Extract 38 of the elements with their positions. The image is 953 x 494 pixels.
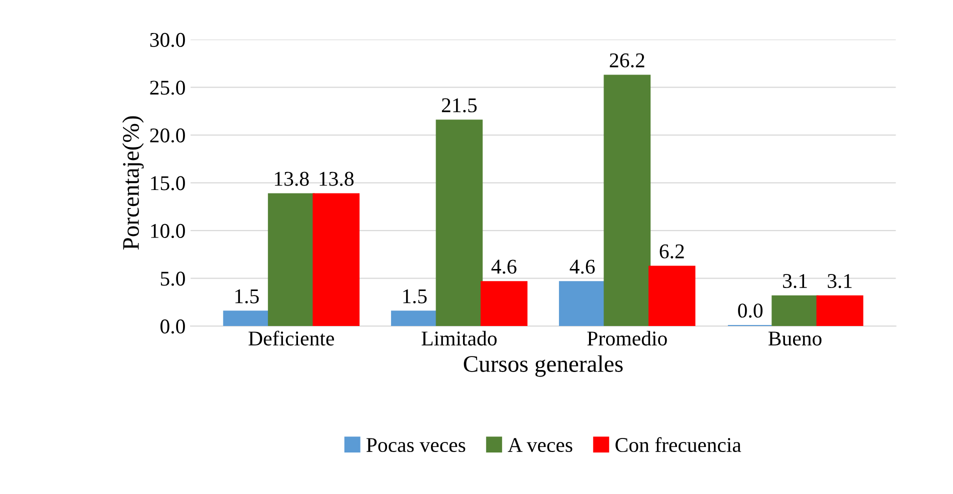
data-label: 3.1 [783, 274, 807, 288]
data-label: 26.2 [610, 53, 644, 68]
y-tick-label: 30.0 [150, 32, 185, 48]
bar [312, 193, 360, 326]
y-tick-label: 10.0 [151, 224, 185, 238]
data-label: 0.0 [738, 304, 763, 318]
legend-label: A veces [508, 438, 572, 452]
y-tick-label: 0.0 [160, 319, 185, 334]
bar [604, 74, 651, 326]
bar [816, 295, 864, 326]
bar [391, 310, 438, 326]
bar [268, 193, 315, 326]
x-tick-label: Bueno [768, 332, 822, 346]
data-label: 21.5 [442, 98, 477, 112]
x-tick-label: Promedio [587, 330, 667, 346]
y-tick-label: 5.0 [160, 272, 185, 286]
data-label: 4.6 [570, 260, 595, 274]
x-tick-label: Limitado [422, 330, 497, 346]
bar [436, 120, 483, 326]
data-label: 4.6 [491, 260, 516, 274]
bar [772, 295, 819, 326]
x-axis-title: Cursos generales [464, 355, 623, 377]
x-tick-label: Deficiente [248, 330, 334, 346]
y-tick-label: 15.0 [151, 176, 185, 190]
legend-label: Pocas veces [366, 438, 466, 452]
data-label: 13.8 [274, 172, 309, 186]
data-label: 13.8 [320, 172, 354, 186]
bar [480, 281, 528, 326]
y-axis-title: Porcentaje(%) [122, 116, 144, 250]
y-tick-label: 25.0 [150, 80, 185, 95]
data-label: 6.2 [660, 244, 684, 259]
bar [648, 266, 696, 326]
legend-label: Con frecuencia [616, 437, 742, 452]
data-label: 1.5 [235, 289, 259, 304]
y-tick-label: 20.0 [150, 128, 185, 143]
data-label: 1.5 [403, 289, 427, 304]
data-label: 3.1 [828, 274, 852, 288]
bar [558, 281, 606, 326]
